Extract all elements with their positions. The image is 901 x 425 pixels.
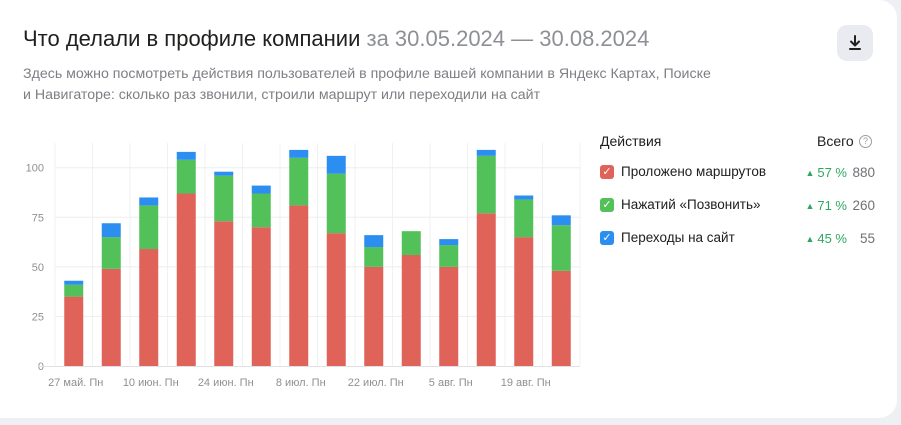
- bar-segment: [551, 215, 571, 226]
- y-tick-label: 25: [32, 311, 44, 323]
- subtitle-line-1: Здесь можно посмотреть действия пользова…: [23, 66, 711, 82]
- legend-checkbox[interactable]: ✓: [600, 198, 614, 212]
- bar-segment: [289, 205, 309, 366]
- check-icon: ✓: [602, 199, 612, 211]
- download-button[interactable]: [837, 25, 873, 61]
- bar-segment: [214, 171, 234, 176]
- bar-segment: [64, 280, 84, 285]
- x-tick-label: 27 май. Пн: [48, 377, 103, 389]
- subtitle-line-2: и Навигаторе: сколько раз звонили, строи…: [23, 87, 541, 103]
- bar-segment: [289, 157, 309, 206]
- legend-delta-value: 57 %: [817, 165, 847, 180]
- bar-segment: [139, 205, 159, 250]
- bar-segment: [101, 268, 121, 366]
- legend-total: 260: [852, 198, 875, 213]
- legend-checkbox[interactable]: ✓: [600, 165, 614, 179]
- card-title: Что делали в профиле компании за 30.05.2…: [23, 26, 649, 52]
- bar-segment: [176, 193, 196, 366]
- legend-label: Переходы на сайт: [621, 230, 735, 245]
- legend-total: 55: [859, 231, 875, 246]
- y-tick-label: 50: [32, 262, 44, 274]
- up-arrow-icon: ▲: [805, 201, 815, 211]
- check-icon: ✓: [602, 166, 612, 178]
- bar-segment: [176, 159, 196, 194]
- bar-segment: [551, 225, 571, 271]
- bar-segment: [64, 296, 84, 366]
- bar-segment: [251, 193, 271, 228]
- bar-segment: [326, 173, 346, 234]
- legend-item[interactable]: ✓ Переходы на сайт ▲ 45 % 55: [600, 228, 875, 250]
- legend-checkbox[interactable]: ✓: [600, 231, 614, 245]
- legend-label: Нажатий «Позвонить»: [621, 197, 761, 212]
- legend-actions-header: Действия: [600, 133, 662, 149]
- check-icon: ✓: [602, 232, 612, 244]
- bar-segment: [364, 266, 384, 366]
- bar-segment: [101, 223, 121, 238]
- bar-segment: [514, 237, 534, 366]
- bar-segment: [364, 247, 384, 267]
- bar-segment: [401, 254, 421, 366]
- legend-item[interactable]: ✓ Нажатий «Позвонить» ▲ 71 % 260: [600, 195, 875, 217]
- legend-item[interactable]: ✓ Проложено маршрутов ▲ 57 % 880: [600, 162, 875, 184]
- question-circle-icon[interactable]: ?: [859, 135, 872, 148]
- bar-segment: [101, 237, 121, 269]
- bar-segment: [326, 155, 346, 174]
- bar-segment: [214, 175, 234, 222]
- legend-delta-value: 71 %: [817, 198, 847, 213]
- bar-segment: [139, 197, 159, 206]
- legend-total: 880: [852, 165, 875, 180]
- download-icon: [849, 35, 861, 50]
- x-tick-label: 24 июн. Пн: [198, 377, 254, 389]
- legend-delta-value: 45 %: [817, 231, 847, 246]
- bar-segment: [439, 245, 459, 267]
- y-tick-label: 75: [32, 212, 44, 224]
- bar-segment: [214, 221, 234, 366]
- bar-segment: [251, 227, 271, 366]
- bar-segment: [364, 235, 384, 248]
- legend-label: Проложено маршрутов: [621, 164, 767, 179]
- bar-segment: [176, 151, 196, 160]
- x-tick-label: 8 июл. Пн: [276, 377, 326, 389]
- bar-segment: [64, 284, 84, 297]
- y-tick-label: 100: [26, 163, 44, 175]
- bar-segment: [551, 270, 571, 366]
- up-arrow-icon: ▲: [805, 234, 815, 244]
- title-text: Что делали в профиле компании: [23, 26, 361, 51]
- legend-delta: ▲ 71 %: [805, 198, 847, 213]
- bar-segment: [476, 155, 496, 214]
- up-arrow-icon: ▲: [805, 168, 815, 178]
- bar-segment: [289, 149, 309, 158]
- bar-segment: [514, 195, 534, 200]
- x-tick-label: 19 авг. Пн: [501, 377, 551, 389]
- bar-segment: [326, 233, 346, 366]
- bar-segment: [139, 249, 159, 366]
- bar-segment: [439, 239, 459, 246]
- bar-segment: [476, 213, 496, 366]
- date-range: за 30.05.2024 — 30.08.2024: [366, 26, 650, 51]
- x-tick-label: 10 июн. Пн: [123, 377, 179, 389]
- bar-segment: [514, 199, 534, 238]
- bar-segment: [251, 185, 271, 194]
- bar-segment: [439, 266, 459, 366]
- company-actions-card: Что делали в профиле компании за 30.05.2…: [0, 0, 897, 418]
- card-subtitle: Здесь можно посмотреть действия пользова…: [23, 64, 743, 106]
- x-tick-label: 22 июл. Пн: [348, 377, 404, 389]
- legend-delta: ▲ 45 %: [805, 231, 847, 246]
- legend-delta: ▲ 57 %: [805, 165, 847, 180]
- bar-segment: [476, 149, 496, 156]
- x-tick-label: 5 авг. Пн: [429, 377, 473, 389]
- legend-total-header: Всего: [817, 133, 854, 149]
- bar-segment: [401, 231, 421, 255]
